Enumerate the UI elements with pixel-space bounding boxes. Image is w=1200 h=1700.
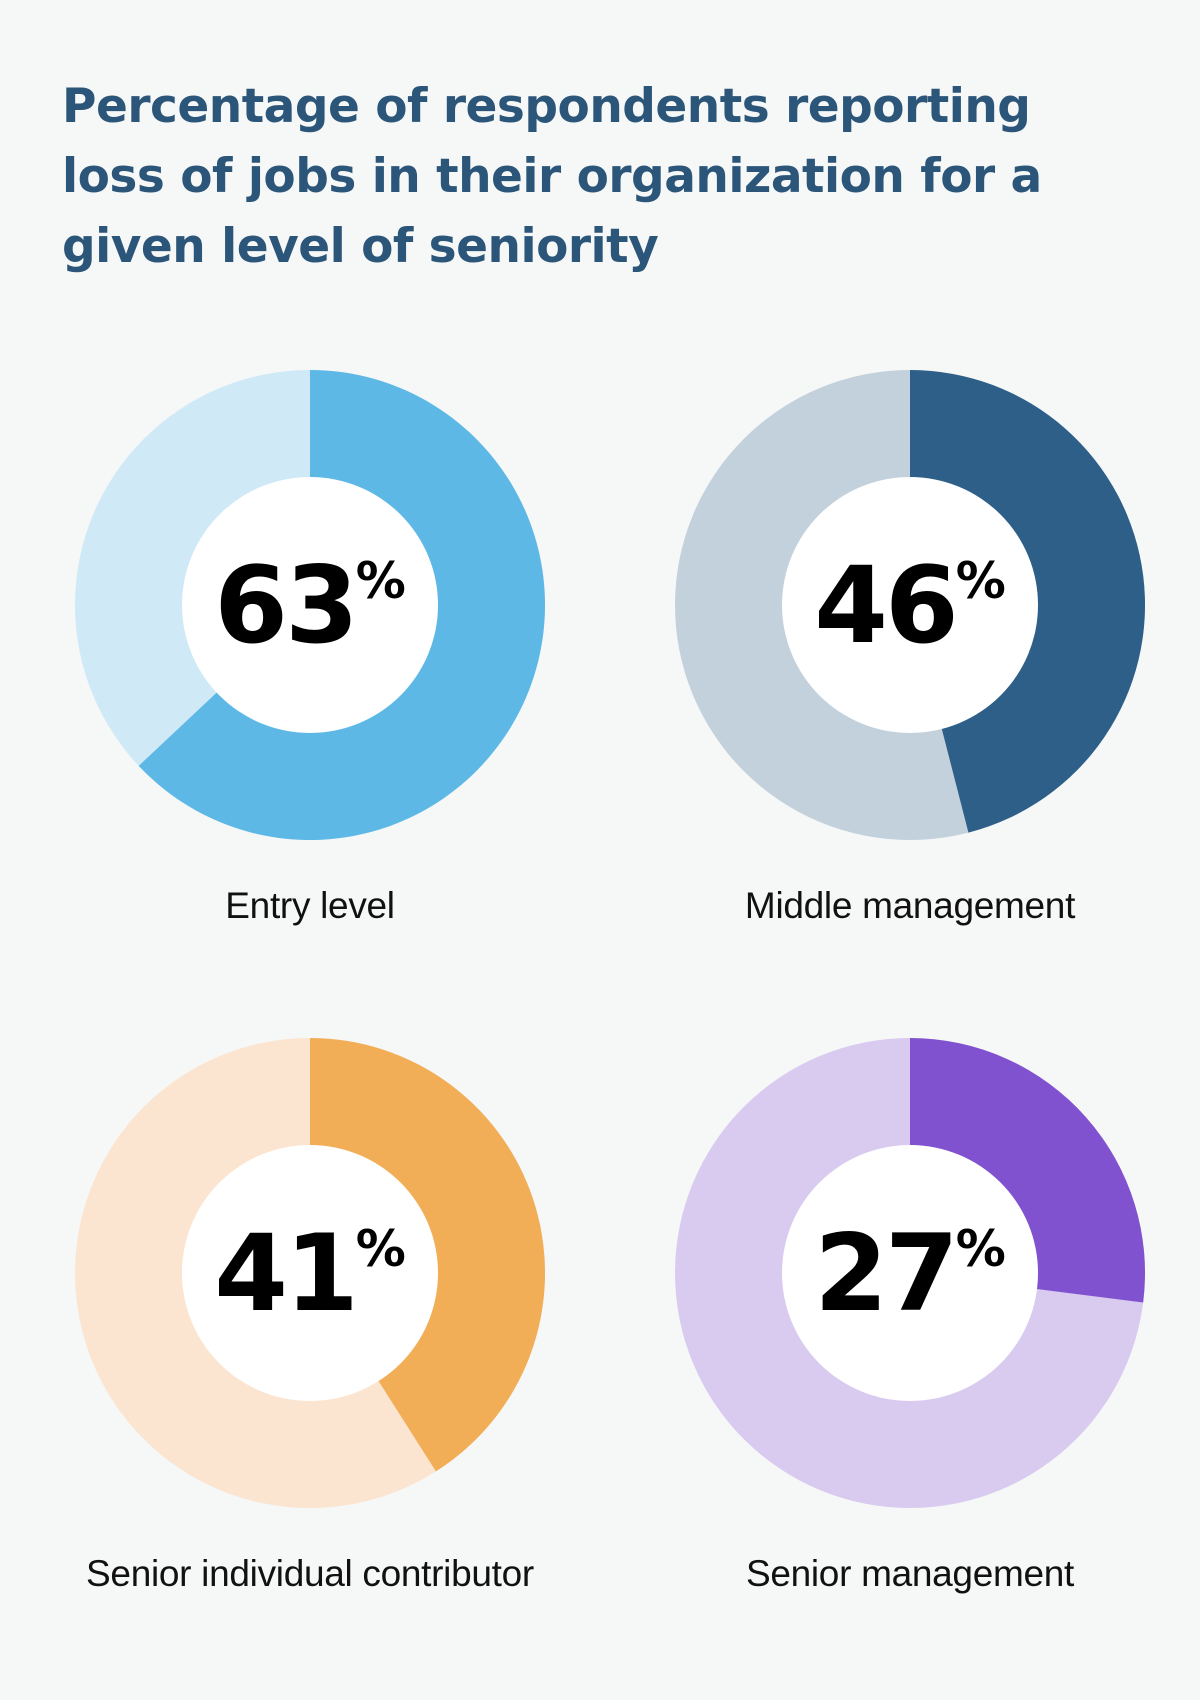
- percent-sign-middle-management: %: [956, 552, 1006, 610]
- donut-label-senior-individual-contributor: Senior individual contributor: [86, 1553, 534, 1594]
- donut-hole-middle-management: [782, 477, 1038, 733]
- donut-value-senior-management: 27%: [814, 1212, 1006, 1335]
- donut-value-entry-level: 63%: [214, 544, 406, 667]
- value-number-entry-level: 63: [214, 544, 356, 667]
- donut-chart-middle-management: 46%: [675, 370, 1146, 840]
- donut-chart-senior-management: 27%: [675, 1038, 1146, 1508]
- chart-title: Percentage of respondents reporting loss…: [62, 79, 1042, 274]
- donut-hole-senior-management: [782, 1145, 1038, 1401]
- value-number-senior-individual-contributor: 41: [214, 1212, 356, 1335]
- percent-sign-senior-management: %: [956, 1220, 1006, 1278]
- donut-value-middle-management: 46%: [814, 544, 1006, 667]
- donut-panel-entry-level: 63% Entry level: [10, 370, 610, 1010]
- donut-chart-senior-individual-contributor: 41%: [75, 1038, 546, 1508]
- donut-label-entry-level: Entry level: [225, 885, 395, 926]
- value-number-senior-management: 27: [814, 1212, 956, 1335]
- donut-value-senior-individual-contributor: 41%: [214, 1212, 406, 1335]
- donut-chart-entry-level: 63%: [75, 370, 545, 840]
- donut-panel-middle-management: 46% Middle management: [610, 370, 1200, 1010]
- value-number-middle-management: 46: [814, 544, 956, 667]
- donut-panel-senior-individual-contributor: 41% Senior individual contributor: [10, 1038, 610, 1678]
- donut-panel-senior-management: 27% Senior management: [610, 1038, 1200, 1678]
- donut-hole-entry-level: [182, 477, 438, 733]
- percent-sign-senior-individual-contributor: %: [356, 1220, 406, 1278]
- donut-label-middle-management: Middle management: [744, 885, 1076, 926]
- donut-hole-senior-individual-contributor: [182, 1145, 438, 1401]
- donut-label-senior-management: Senior management: [745, 1553, 1075, 1594]
- percent-sign-entry-level: %: [356, 552, 406, 610]
